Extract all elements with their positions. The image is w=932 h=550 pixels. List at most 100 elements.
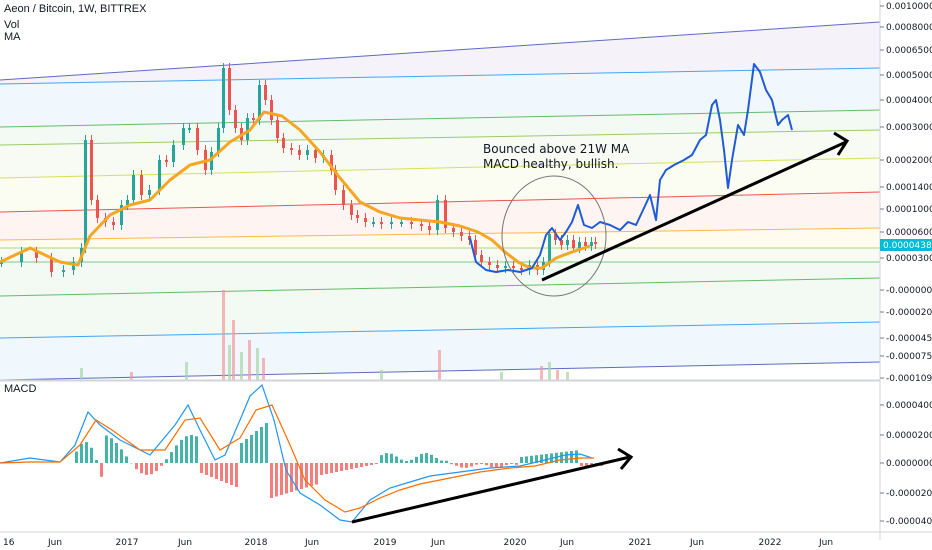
macd-histogram-bar bbox=[370, 463, 373, 465]
volume-bar bbox=[185, 362, 188, 380]
time-axis-label: Jun bbox=[47, 538, 62, 548]
macd-histogram-bar bbox=[475, 463, 478, 465]
macd-histogram-bar bbox=[495, 463, 498, 468]
candle-body bbox=[350, 205, 353, 215]
macd-histogram-bar bbox=[295, 463, 298, 491]
fan-band bbox=[0, 248, 880, 262]
candle-body bbox=[258, 85, 261, 120]
candle-body bbox=[188, 128, 191, 130]
time-axis-label: Jun bbox=[430, 538, 445, 548]
macd-histogram-bar bbox=[160, 463, 163, 466]
candle-body bbox=[306, 150, 309, 155]
price-axis-label: -0.00007500 bbox=[886, 352, 932, 362]
macd-histogram-bar bbox=[555, 452, 558, 463]
macd-histogram-bar bbox=[525, 456, 528, 463]
fan-line bbox=[0, 227, 881, 241]
macd-histogram-bar bbox=[470, 463, 473, 467]
candle-body bbox=[126, 200, 129, 205]
macd-histogram-bar bbox=[200, 463, 203, 473]
candle-body bbox=[72, 262, 75, 270]
macd-histogram-bar bbox=[285, 463, 288, 494]
macd-histogram-bar bbox=[75, 451, 78, 463]
macd-histogram-bar bbox=[315, 463, 318, 485]
candle-body bbox=[314, 150, 317, 158]
macd-histogram-bar bbox=[425, 453, 428, 463]
candle-body bbox=[512, 266, 515, 268]
candle-body bbox=[590, 242, 593, 246]
volume-bar bbox=[232, 320, 235, 380]
macd-histogram-bar bbox=[120, 449, 123, 463]
annotation-line-2: MACD healthy, bullish. bbox=[483, 157, 618, 171]
candle-body bbox=[140, 175, 143, 195]
fan-line bbox=[0, 109, 881, 128]
macd-histogram-bar bbox=[225, 463, 228, 483]
ma-indicator-label[interactable]: MA bbox=[4, 31, 21, 43]
macd-histogram-bar bbox=[150, 463, 153, 475]
time-axis-label: 2022 bbox=[759, 538, 782, 548]
macd-histogram-bar bbox=[255, 431, 258, 463]
macd-histogram-bar bbox=[190, 435, 193, 463]
macd-histogram-bar bbox=[355, 463, 358, 468]
macd-histogram-bar bbox=[480, 463, 483, 465]
fan-line bbox=[0, 67, 881, 85]
candle-body bbox=[90, 140, 93, 200]
price-axis-label: -0.00010900 bbox=[886, 374, 932, 384]
macd-indicator-label[interactable]: MACD bbox=[4, 383, 37, 395]
candle-body bbox=[148, 190, 151, 195]
candle-body bbox=[217, 128, 220, 152]
fan-band bbox=[0, 68, 880, 127]
macd-histogram-bar bbox=[365, 463, 368, 466]
macd-histogram-bar bbox=[185, 436, 188, 463]
macd-histogram-bar bbox=[310, 463, 313, 486]
macd-histogram-bar bbox=[125, 456, 128, 463]
macd-histogram-bar bbox=[505, 463, 508, 466]
volume-bar bbox=[500, 372, 503, 380]
macd-histogram-bar bbox=[395, 456, 398, 463]
fan-band bbox=[0, 22, 880, 84]
price-trend-arrow bbox=[541, 140, 847, 282]
candle-body bbox=[132, 175, 135, 200]
fan-line bbox=[0, 277, 881, 297]
volume-bar bbox=[566, 372, 569, 380]
candle-body bbox=[222, 68, 225, 128]
macd-histogram-bar bbox=[115, 443, 118, 463]
candle-body bbox=[84, 140, 87, 248]
volume-bar bbox=[240, 352, 243, 380]
vol-indicator-label[interactable]: Vol bbox=[4, 19, 20, 31]
macd-histogram-bar bbox=[175, 445, 178, 463]
macd-histogram-bar bbox=[250, 435, 253, 463]
macd-histogram-bar bbox=[215, 463, 218, 479]
time-axis-label: Jun bbox=[818, 538, 833, 548]
candle-body bbox=[270, 100, 273, 120]
macd-histogram-bar bbox=[580, 463, 583, 466]
macd-histogram-bar bbox=[265, 423, 268, 463]
fan-line bbox=[0, 129, 881, 146]
macd-histogram-bar bbox=[530, 455, 533, 463]
candle-body bbox=[172, 145, 175, 162]
volume-bar bbox=[222, 290, 225, 380]
fan-line bbox=[0, 157, 881, 179]
ma-21w-line bbox=[0, 110, 591, 270]
macd-histogram-bar bbox=[325, 463, 328, 474]
candle-body bbox=[182, 128, 185, 145]
candle-body bbox=[554, 234, 557, 240]
candle-body bbox=[120, 205, 123, 225]
macd-histogram-bar bbox=[335, 463, 338, 472]
macd-histogram-bar bbox=[565, 451, 568, 463]
candle-body bbox=[330, 155, 333, 170]
candle-body bbox=[520, 268, 523, 270]
macd-histogram-bar bbox=[390, 453, 393, 463]
candle-body bbox=[165, 160, 168, 162]
candle-body bbox=[444, 200, 447, 228]
candle-body bbox=[158, 160, 161, 190]
macd-histogram-bar bbox=[330, 463, 333, 473]
volume-bar bbox=[130, 372, 133, 380]
